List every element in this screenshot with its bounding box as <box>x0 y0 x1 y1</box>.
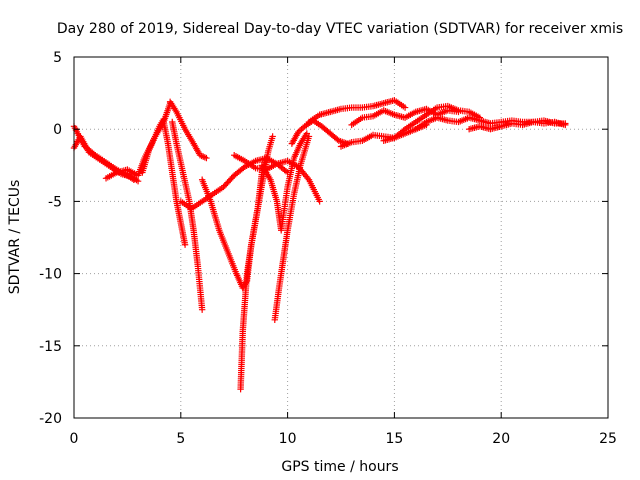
y-axis-label: SDTVAR / TECUs <box>7 180 23 295</box>
series-track-10 <box>237 154 270 393</box>
x-axis-label: GPS time / hours <box>281 459 398 475</box>
series-track-20 <box>465 118 569 133</box>
series-track-12 <box>258 130 311 234</box>
y-tick-label: 0 <box>53 122 62 138</box>
data-point <box>203 154 210 162</box>
data-point <box>134 177 142 185</box>
data-point <box>282 168 290 175</box>
x-tick-label: 5 <box>176 431 185 447</box>
data-point <box>305 133 313 140</box>
x-tick-label: 25 <box>599 431 617 447</box>
y-tick-label: 5 <box>53 50 62 66</box>
x-tick-label: 0 <box>70 431 79 447</box>
series-track-13 <box>271 133 313 324</box>
series-track-15 <box>305 97 409 126</box>
data-point <box>181 241 189 248</box>
y-tick-label: -20 <box>39 411 62 427</box>
data-point <box>269 133 276 140</box>
x-tick-labels: 0 5 10 15 20 25 <box>70 431 617 447</box>
data-point <box>562 121 569 129</box>
chart-title: Day 280 of 2019, Sidereal Day-to-day VTE… <box>57 21 623 37</box>
series-track-5 <box>166 98 210 162</box>
data-point <box>263 154 270 162</box>
x-tick-label: 20 <box>492 431 510 447</box>
series-track-4 <box>139 115 167 176</box>
data-point <box>240 164 247 172</box>
data-point <box>316 198 323 205</box>
data-markers <box>70 97 569 393</box>
series-track-18 <box>380 102 484 144</box>
y-tick-label: -15 <box>39 339 62 355</box>
y-tick-label: -5 <box>48 194 62 210</box>
series-track-6 <box>160 118 189 248</box>
axis-ticks <box>73 56 609 419</box>
y-tick-labels: -20 -15 -10 -5 0 5 <box>39 50 62 427</box>
series-track-7 <box>169 118 206 313</box>
plot-frame <box>73 56 609 419</box>
y-tick-label: -10 <box>39 267 62 283</box>
data-point <box>401 104 409 111</box>
x-tick-label: 10 <box>279 431 297 447</box>
series-track-2 <box>70 133 142 185</box>
data-point <box>400 127 407 134</box>
x-tick-label: 15 <box>385 431 403 447</box>
data-point <box>198 306 206 313</box>
